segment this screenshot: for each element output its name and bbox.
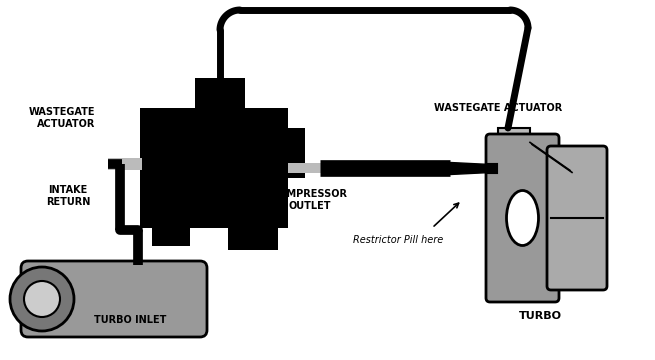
Text: COMPRESSOR
OUTLET: COMPRESSOR OUTLET <box>272 189 348 211</box>
Bar <box>498 128 530 152</box>
Text: WASTEGATE
ACTUATOR: WASTEGATE ACTUATOR <box>29 107 95 129</box>
Text: TURBO: TURBO <box>519 311 561 321</box>
Circle shape <box>10 267 74 331</box>
Bar <box>130 265 146 279</box>
Bar <box>288 163 323 173</box>
Bar <box>108 158 142 170</box>
Bar <box>140 108 288 228</box>
FancyBboxPatch shape <box>547 146 607 290</box>
Circle shape <box>24 281 60 317</box>
Bar <box>265 128 305 178</box>
Bar <box>228 228 278 250</box>
Text: Restrictor Pill here: Restrictor Pill here <box>353 235 443 245</box>
Bar <box>195 78 245 108</box>
FancyBboxPatch shape <box>486 134 559 302</box>
FancyBboxPatch shape <box>21 261 207 337</box>
Text: TURBO INLET: TURBO INLET <box>94 315 166 325</box>
Text: INTAKE
RETURN: INTAKE RETURN <box>46 185 90 207</box>
Bar <box>152 228 190 246</box>
Text: WASTEGATE ACTUATOR: WASTEGATE ACTUATOR <box>434 103 562 113</box>
Ellipse shape <box>506 190 538 246</box>
